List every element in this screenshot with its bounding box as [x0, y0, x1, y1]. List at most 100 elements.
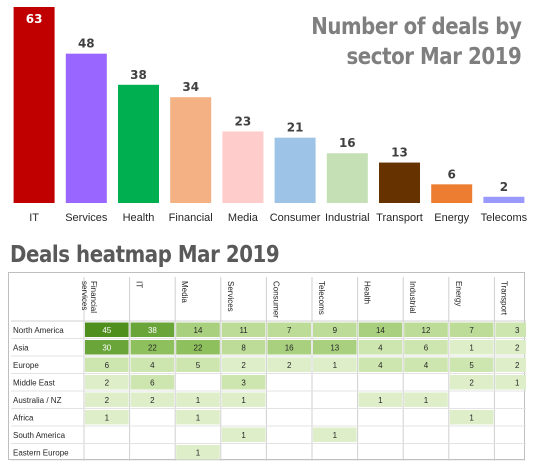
- heatmap-cell-value: 4: [150, 361, 155, 370]
- heatmap-cell-middle-east-transport: [495, 375, 526, 390]
- bar-chart-title-line-1: Number of deals by: [310, 14, 522, 40]
- heatmap-cell-value: 22: [148, 344, 157, 353]
- heatmap-cell-value: 4: [378, 361, 383, 370]
- heatmap-cell-value: 2: [287, 361, 292, 370]
- bar-value-label-media: 23: [235, 114, 252, 128]
- category-label-services: Services: [65, 212, 108, 224]
- heatmap-cell-australia-nz-health: [358, 392, 403, 407]
- category-label-energy: Energy: [434, 212, 469, 224]
- heatmap-cell-value: 1: [469, 344, 474, 353]
- heatmap-row-label-eastern-europe: Eastern Europe: [13, 449, 69, 458]
- bar-value-label-financial: 34: [182, 80, 199, 94]
- heatmap-cell-value: 9: [333, 326, 338, 335]
- heatmap-cell-value: 2: [515, 361, 520, 370]
- heatmap-cell-value: 1: [333, 431, 338, 440]
- bar-chart-title-line-2: sector Mar 2019: [346, 44, 521, 70]
- heatmap-column-header-it: IT: [135, 281, 144, 288]
- bar-energy: [431, 184, 473, 203]
- heatmap-cell-value: 3: [515, 326, 520, 335]
- bar-transport: [379, 162, 420, 203]
- heatmap-cell-value: 16: [285, 344, 294, 353]
- heatmap-cell-value: 1: [196, 449, 201, 458]
- heatmap-cell-eastern-europe-media: [176, 445, 220, 460]
- heatmap-cell-north-america-media: [176, 322, 220, 337]
- bar-value-label-industrial: 16: [339, 136, 356, 150]
- heatmap-cell-value: 1: [196, 396, 201, 405]
- heatmap-cell-asia-media: [176, 340, 220, 355]
- category-label-media: Media: [228, 212, 259, 224]
- heatmap-cell-value: 2: [515, 344, 520, 353]
- heatmap-column-header-telecoms: Telecoms: [317, 281, 326, 315]
- heatmap-column-header-energy: Energy: [454, 281, 463, 306]
- heatmap-row-label-asia: Asia: [13, 344, 29, 353]
- category-label-health: Health: [123, 212, 155, 224]
- heatmap-cell-europe-services: [221, 357, 266, 372]
- heatmap-cell-value: 6: [105, 361, 110, 370]
- heatmap-cell-north-america-energy: [449, 322, 494, 337]
- heatmap-cell-value: 5: [469, 361, 474, 370]
- heatmap-cell-value: 12: [422, 326, 431, 335]
- heatmap-cell-europe-transport: [495, 357, 526, 372]
- heatmap-cell-middle-east-services: [221, 375, 266, 390]
- heatmap-cell-europe-financial-services: [85, 357, 129, 372]
- heatmap-cell-value: 1: [515, 379, 520, 388]
- heatmap-cell-middle-east-financial-services: [85, 375, 129, 390]
- bar-chart: 63 IT 48 Services 38 Health 34 Financial 23 Media…: [13, 7, 528, 224]
- heatmap-cell-asia-consumer: [267, 340, 311, 355]
- heatmap-cell-value: 8: [241, 344, 246, 353]
- heatmap-cell-value: 1: [196, 414, 201, 423]
- heatmap-cell-value: 7: [469, 326, 474, 335]
- heatmap-column-header-media: Media: [180, 281, 189, 303]
- heatmap-cell-value: 1: [241, 431, 246, 440]
- category-label-telecoms: Telecoms: [481, 212, 528, 224]
- heatmap-cell-value: 1: [424, 396, 429, 405]
- heatmap-column-header-financial-services: Financialservices: [80, 281, 98, 313]
- heatmap-cell-value: 1: [333, 361, 338, 370]
- bar-value-label-telecoms: 2: [500, 180, 508, 194]
- heatmap-cell-africa-media: [176, 410, 220, 425]
- heatmap-cell-north-america-health: [358, 322, 403, 337]
- bar-industrial: [326, 153, 368, 203]
- heatmap-cell-africa-financial-services: [85, 410, 129, 425]
- bar-value-label-consumer: 21: [287, 121, 304, 135]
- heatmap-cell-value: 1: [469, 414, 474, 423]
- heatmap-cell-value: 5: [196, 361, 201, 370]
- heatmap-cell-value: 11: [239, 326, 248, 335]
- heatmap-row-label-middle-east: Middle East: [13, 379, 56, 388]
- bar-telecoms: [483, 196, 525, 203]
- heatmap-frame: Financialservices IT Media Services Consumer…: [8, 272, 526, 461]
- heatmap-column-header-transport: Transport: [499, 281, 508, 316]
- category-label-industrial: Industrial: [325, 212, 370, 224]
- heatmap-cell-value: 22: [194, 344, 203, 353]
- bar-consumer: [274, 137, 316, 203]
- heatmap-cell-value: 3: [241, 379, 246, 388]
- heatmap-cell-africa-energy: [449, 410, 494, 425]
- heatmap-cell-asia-financial-services: [85, 340, 129, 355]
- bar-value-label-services: 48: [78, 37, 95, 51]
- heatmap-cell-north-america-consumer: [267, 322, 311, 337]
- heatmap-cell-asia-energy: [449, 340, 494, 355]
- heatmap-cell-north-america-telecoms: [313, 322, 357, 337]
- category-label-consumer: Consumer: [270, 212, 321, 224]
- heatmap-cell-value: 38: [148, 326, 157, 335]
- heatmap-cell-value: 1: [241, 396, 246, 405]
- heatmap-cell-south-america-services: [221, 427, 266, 442]
- heatmap-cell-asia-industrial: [404, 340, 448, 355]
- heatmap-row-label-australia-nz: Australia / NZ: [13, 396, 62, 405]
- heatmap-cell-asia-transport: [495, 340, 526, 355]
- heatmap-column-header-health: Health: [363, 281, 372, 304]
- bar-value-label-health: 38: [130, 68, 147, 82]
- heatmap-cell-north-america-transport: [495, 322, 526, 337]
- heatmap-row-label-south-america: South America: [13, 431, 66, 440]
- heatmap-cell-value: 2: [241, 361, 246, 370]
- heatmap-cell-north-america-services: [221, 322, 266, 337]
- heatmap-cell-europe-energy: [449, 357, 494, 372]
- bar-value-label-it: 63: [26, 12, 43, 26]
- heatmap-cell-asia-it: [130, 340, 175, 355]
- heatmap-cell-value: 45: [102, 326, 111, 335]
- bar-financial: [170, 97, 212, 203]
- bar-services: [65, 53, 107, 203]
- heatmap-cell-asia-telecoms: [313, 340, 357, 355]
- heatmap-cell-value: 4: [378, 344, 383, 353]
- bar-value-label-transport: 13: [391, 146, 408, 160]
